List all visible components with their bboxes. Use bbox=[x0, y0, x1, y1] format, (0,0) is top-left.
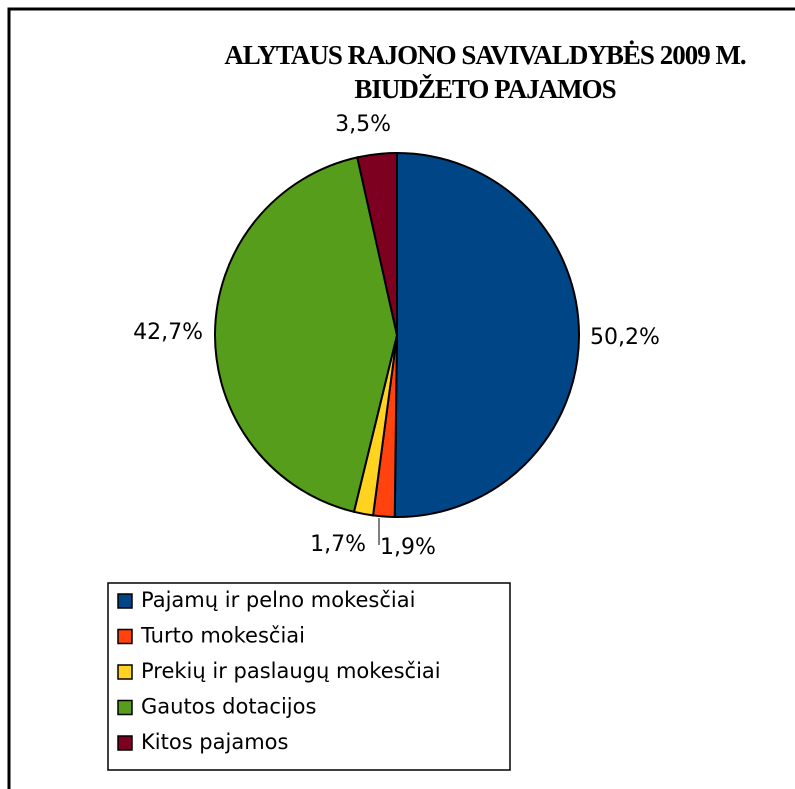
pie-slice bbox=[393, 151, 580, 518]
legend-label: Kitos pajamos bbox=[141, 730, 288, 754]
legend-swatch bbox=[117, 735, 133, 751]
legend-label: Prekių ir paslaugų mokesčiai bbox=[141, 659, 441, 683]
chart-title: BIUDŽETO PAJAMOS bbox=[354, 74, 615, 104]
data-label: 42,7% bbox=[133, 320, 203, 345]
pie-slice bbox=[356, 151, 398, 336]
legend-label: Pajamų ir pelno mokesčiai bbox=[141, 588, 415, 612]
legend-swatch bbox=[117, 593, 133, 609]
pie-slice bbox=[214, 156, 399, 514]
chart-frame bbox=[7, 7, 795, 789]
legend-box bbox=[107, 582, 511, 771]
chart-title: ALYTAUS RAJONO SAVIVALDYBĖS 2009 M. bbox=[224, 40, 746, 70]
data-label: 1,7% bbox=[310, 532, 366, 557]
data-label: 1,9% bbox=[380, 535, 436, 560]
legend-label: Turto mokesčiai bbox=[140, 624, 305, 648]
legend-label: Gautos dotacijos bbox=[141, 695, 316, 719]
legend-swatch bbox=[117, 664, 133, 680]
legend-swatch bbox=[117, 699, 133, 716]
data-label: 3,5% bbox=[335, 112, 391, 137]
data-label: 50,2% bbox=[590, 325, 660, 350]
legend-swatch bbox=[117, 628, 133, 645]
